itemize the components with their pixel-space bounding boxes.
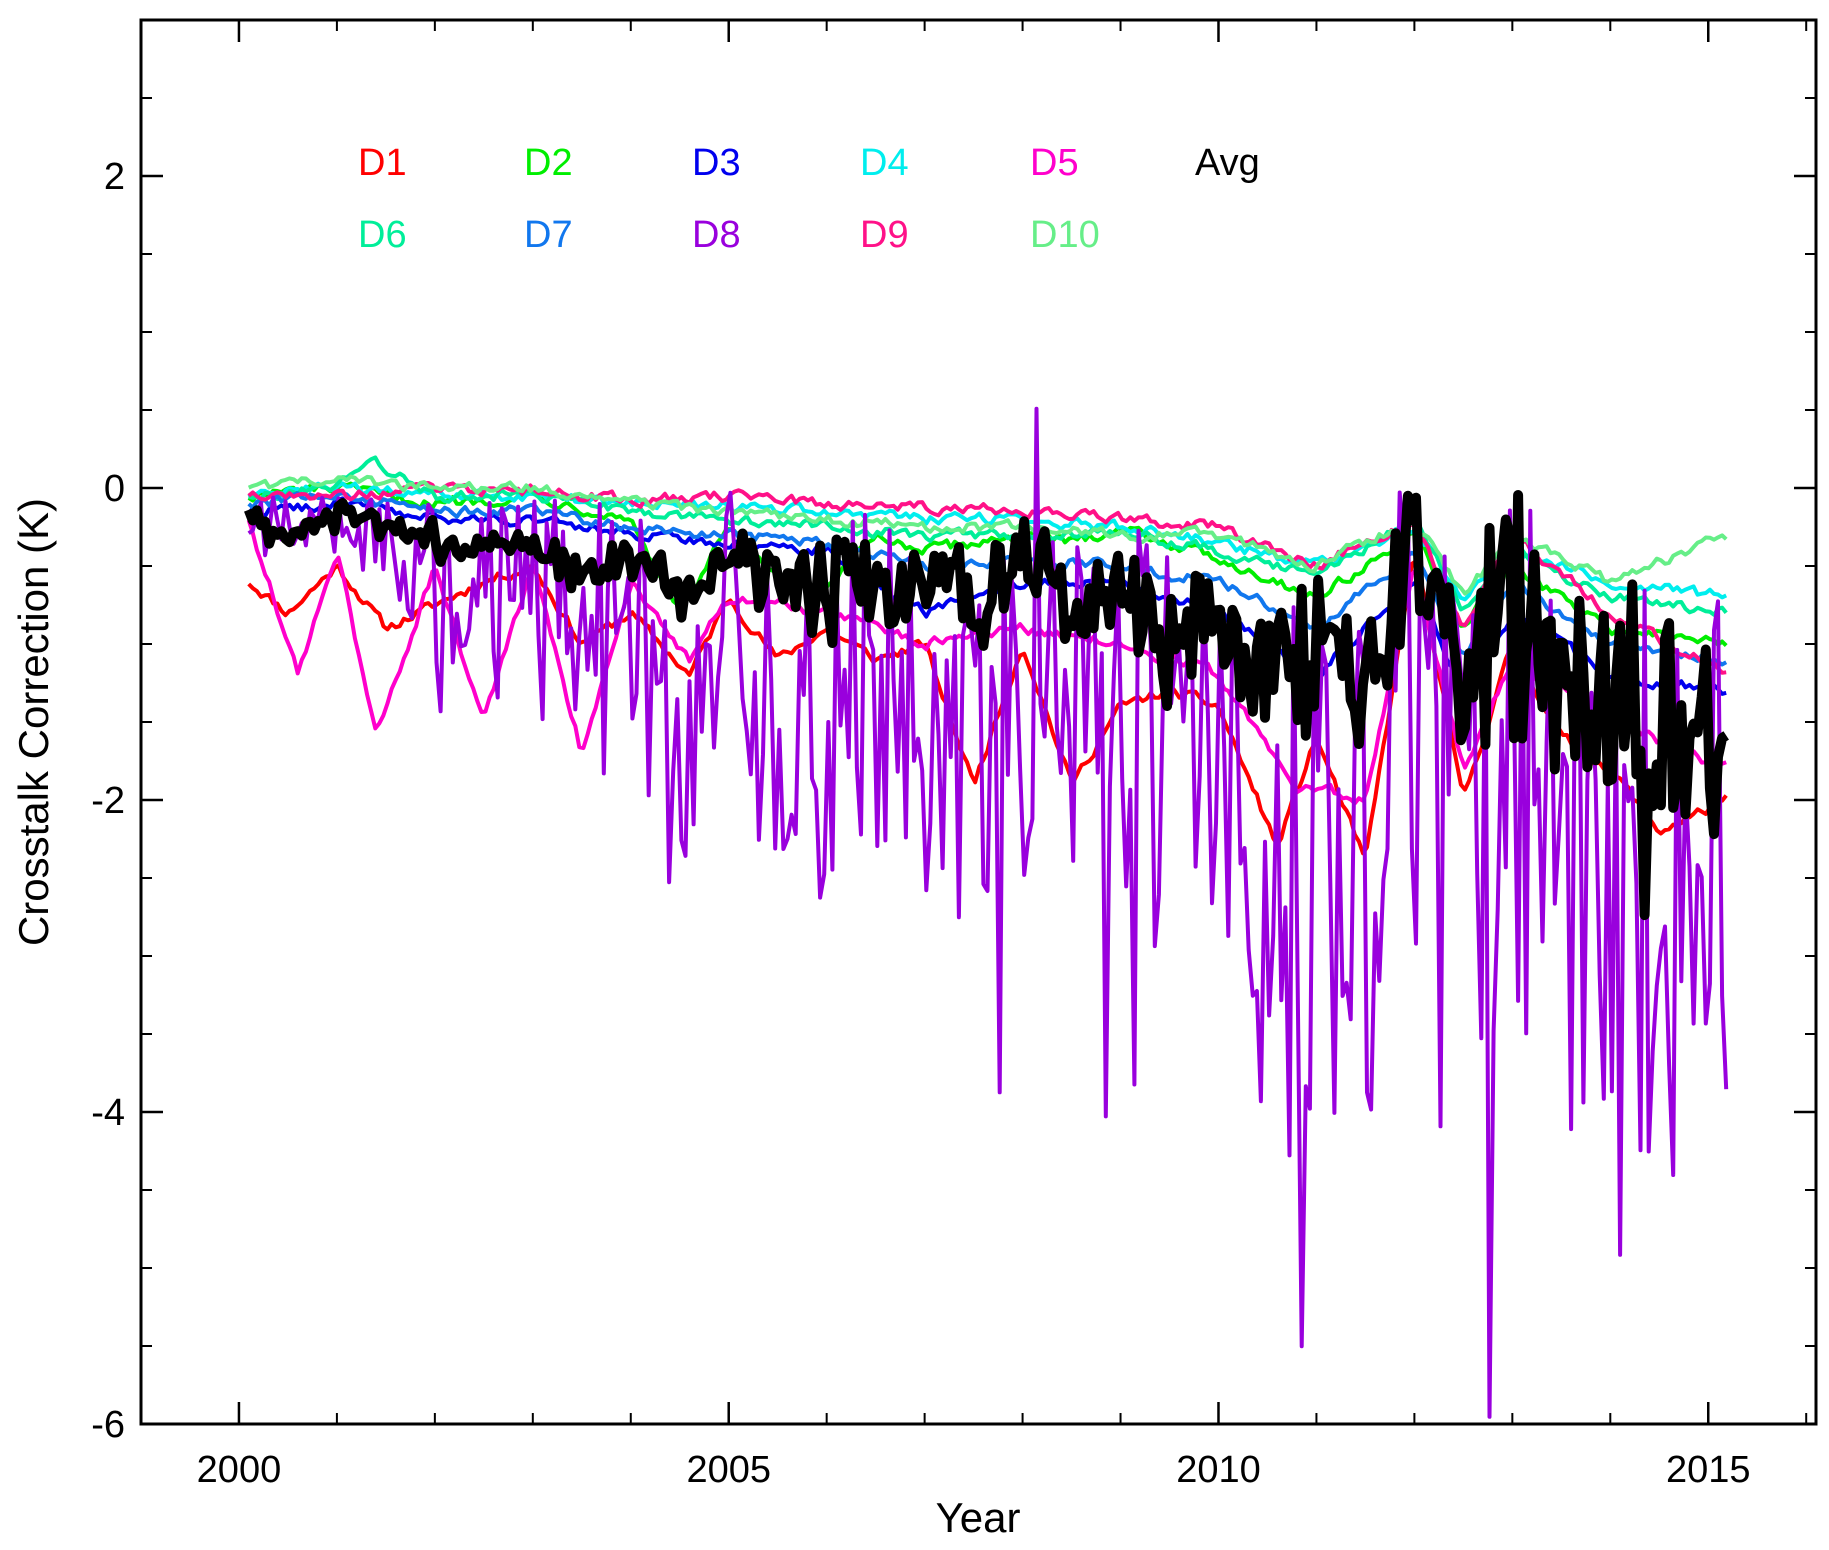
legend-label-d5: D5 xyxy=(1030,142,1079,184)
series-line-d10 xyxy=(247,474,1728,596)
legend-label-d6: D6 xyxy=(358,214,407,256)
y-tick-label--2: -2 xyxy=(91,780,125,822)
x-tick-label-2000: 2000 xyxy=(197,1449,282,1491)
series-line-avg xyxy=(244,490,1729,921)
legend-label-d7: D7 xyxy=(524,214,573,256)
tick-layer: 2000 2005 2010 2015 -6 -4 -2 0 2 xyxy=(91,19,1816,1491)
legend-label-d9: D9 xyxy=(860,214,909,256)
legend-label-d10: D10 xyxy=(1030,214,1100,256)
y-tick-label--4: -4 xyxy=(91,1092,125,1134)
legend-label-d1: D1 xyxy=(358,142,407,184)
y-axis-title: Crosstalk Correction (K) xyxy=(10,498,57,946)
x-tick-label-2005: 2005 xyxy=(686,1449,771,1491)
x-tick-label-2010: 2010 xyxy=(1176,1449,1261,1491)
legend-label-d4: D4 xyxy=(860,142,909,184)
x-tick-label-2015: 2015 xyxy=(1666,1449,1751,1491)
legend-label-d8: D8 xyxy=(692,214,741,256)
legend-label-d3: D3 xyxy=(692,142,741,184)
legend-label-avg: Avg xyxy=(1195,142,1260,184)
y-tick-label--6: -6 xyxy=(91,1404,125,1446)
y-tick-label-0: 0 xyxy=(104,468,125,510)
legend-label-d2: D2 xyxy=(524,142,573,184)
y-tick-label-2: 2 xyxy=(104,156,125,198)
x-axis-title: Year xyxy=(936,1494,1021,1541)
series-line-d8 xyxy=(247,406,1729,1419)
series-layer xyxy=(244,406,1729,1419)
legend: D1 D2 D3 D4 D5 Avg D6 D7 D8 D9 D10 xyxy=(358,142,1260,256)
series-line-d1 xyxy=(247,559,1728,856)
